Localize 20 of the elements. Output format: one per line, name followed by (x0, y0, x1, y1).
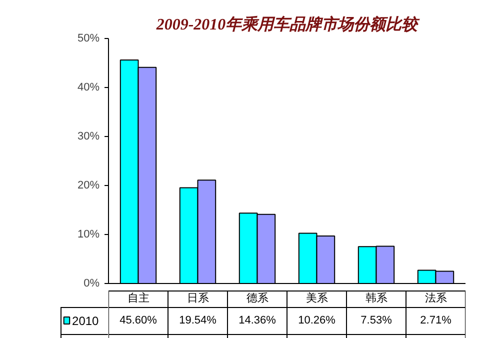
chart-title: 2009-2010年乘用车品牌市场份额比较 (155, 16, 421, 34)
x-tick-label: 法系 (424, 292, 447, 304)
data-label: 14.36% (238, 314, 276, 326)
data-label: 7.53% (360, 314, 392, 326)
data-label: 45.60% (120, 314, 158, 326)
y-tick-label: 10% (77, 228, 100, 240)
x-tick-label: 日系 (186, 292, 209, 304)
x-tick-label: 自主 (127, 292, 150, 304)
y-tick-label: 50% (77, 32, 100, 44)
y-tick-label: 0% (84, 278, 100, 290)
data-label: 19.54% (179, 314, 217, 326)
y-tick-label: 40% (77, 82, 100, 94)
x-tick-label: 美系 (306, 292, 328, 304)
x-tick-label: 韩系 (365, 292, 388, 304)
data-label: 10.26% (298, 314, 336, 326)
data-label: 2.71% (420, 314, 452, 326)
y-tick-label: 30% (77, 130, 100, 142)
x-tick-label: 德系 (246, 292, 268, 304)
y-tick-label: 20% (77, 180, 100, 192)
legend-label: 2010 (72, 314, 100, 328)
